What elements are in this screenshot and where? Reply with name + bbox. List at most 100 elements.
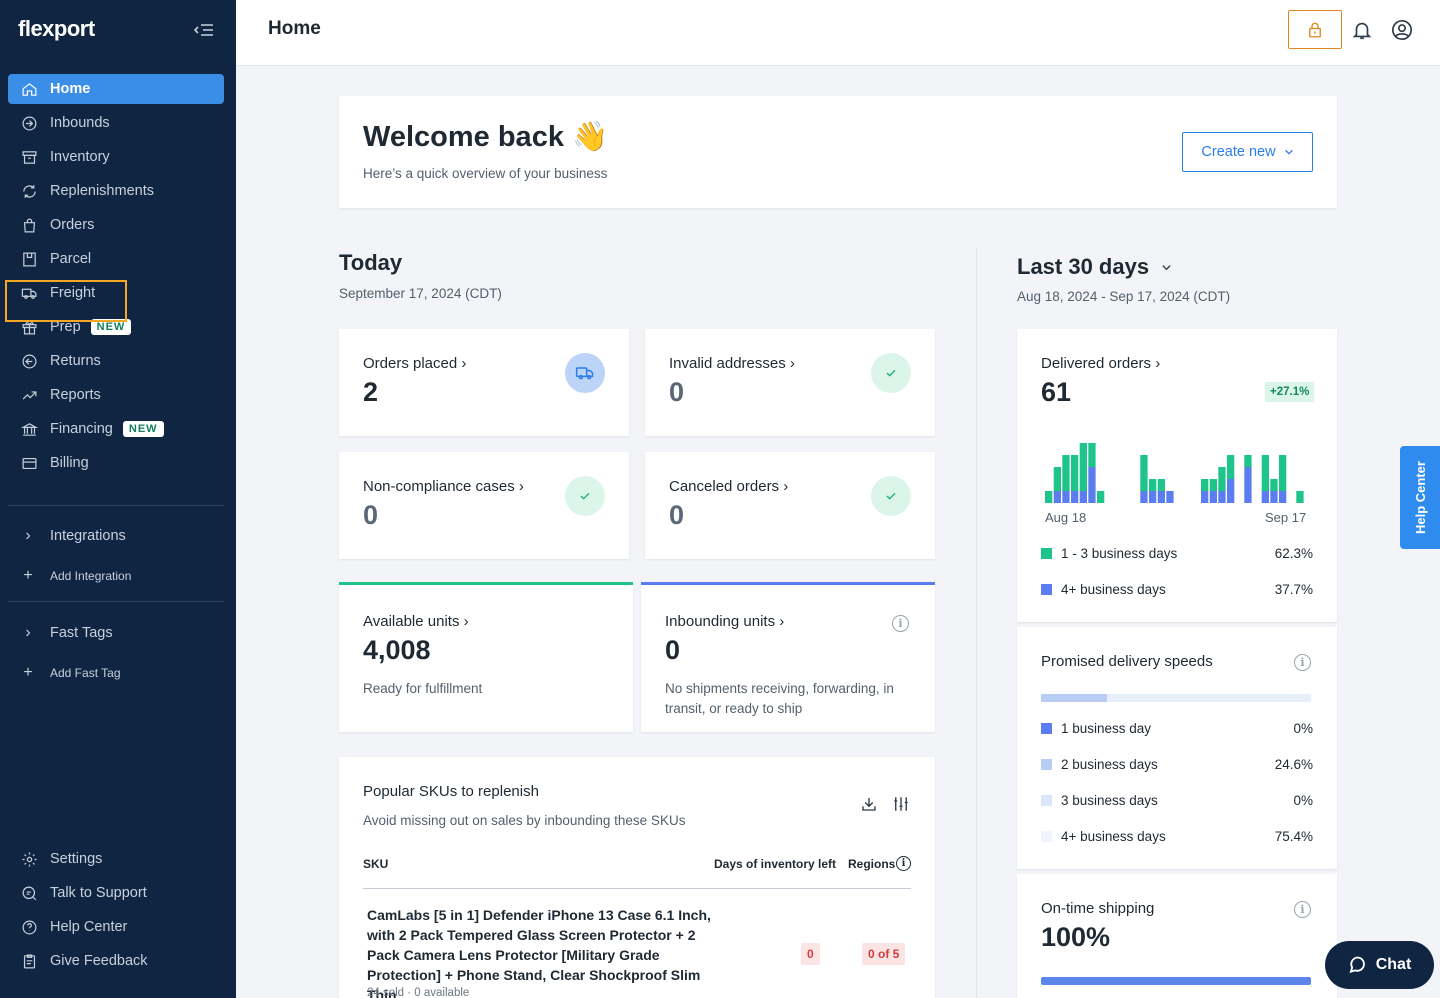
sidebar: flexport Home Inbounds Inventory Replenishm… bbox=[0, 0, 236, 998]
invalid-addresses-label[interactable]: Invalid addresses › bbox=[669, 355, 795, 372]
welcome-card: Welcome back 👋 Here’s a quick overview o… bbox=[339, 96, 1337, 208]
non-compliance-label[interactable]: Non-compliance cases › bbox=[363, 478, 524, 495]
promised-delivery-card: Promised delivery speeds i 1 business da… bbox=[1017, 627, 1337, 869]
check-icon bbox=[871, 353, 911, 393]
sidebar-item-label: Orders bbox=[50, 217, 95, 233]
available-units-card[interactable]: Available units › 4,008 Ready for fulfil… bbox=[339, 582, 633, 732]
chevron-down-icon bbox=[1284, 149, 1293, 155]
chart-bar bbox=[1209, 491, 1217, 503]
today-title: Today bbox=[339, 250, 403, 275]
chart-bar bbox=[1149, 491, 1157, 503]
brand-logo[interactable]: flexport bbox=[18, 16, 95, 41]
help-center-tab[interactable]: Help Center bbox=[1400, 446, 1440, 549]
canceled-orders-label[interactable]: Canceled orders › bbox=[669, 478, 789, 495]
sidebar-item-talk-to-support[interactable]: Talk to Support bbox=[8, 878, 224, 908]
integrations-toggle[interactable]: › Integrations bbox=[20, 527, 125, 545]
sidebar-item-prep[interactable]: Prep NEW bbox=[8, 312, 224, 342]
welcome-subtitle: Here’s a quick overview of your business bbox=[363, 166, 608, 181]
page-title: Home bbox=[268, 18, 321, 39]
legend-percent: 37.7% bbox=[1274, 581, 1313, 597]
available-units-label[interactable]: Available units › bbox=[363, 613, 469, 630]
check-icon bbox=[565, 476, 605, 516]
sidebar-item-financing[interactable]: Financing NEW bbox=[8, 414, 224, 444]
bank-icon bbox=[20, 420, 38, 438]
chat-button[interactable]: Chat bbox=[1325, 941, 1434, 989]
download-icon[interactable] bbox=[860, 795, 878, 813]
chart-bar bbox=[1227, 479, 1235, 503]
top-bar: Home bbox=[236, 0, 1440, 66]
truck-icon bbox=[20, 284, 38, 302]
chat-label: Chat bbox=[1375, 956, 1412, 973]
delivered-orders-label[interactable]: Delivered orders › bbox=[1041, 355, 1161, 372]
add-integration-label: Add Integration bbox=[50, 569, 132, 583]
info-icon[interactable]: i bbox=[1294, 654, 1311, 671]
orders-placed-label[interactable]: Orders placed › bbox=[363, 355, 467, 372]
add-integration-button[interactable]: + Add Integration bbox=[20, 567, 131, 585]
sidebar-item-label: Financing bbox=[50, 421, 113, 437]
sidebar-item-label: Reports bbox=[50, 387, 101, 403]
delivered-orders-card: Delivered orders › 61 +27.1% Aug 18 Sep … bbox=[1017, 329, 1337, 622]
lock-icon bbox=[1309, 22, 1321, 37]
sidebar-item-reports[interactable]: Reports bbox=[8, 380, 224, 410]
non-compliance-card[interactable]: Non-compliance cases › 0 bbox=[339, 452, 629, 559]
sidebar-item-billing[interactable]: Billing bbox=[8, 448, 224, 478]
x-axis-end-label: Sep 17 bbox=[1265, 510, 1307, 525]
support-icon bbox=[20, 884, 38, 902]
sidebar-item-parcel[interactable]: Parcel bbox=[8, 244, 224, 274]
sidebar-item-label: Parcel bbox=[50, 251, 92, 267]
chart-bar bbox=[1244, 455, 1252, 467]
chart-bar bbox=[1218, 491, 1226, 503]
chart-bar bbox=[1140, 455, 1148, 491]
chart-bar bbox=[1209, 479, 1217, 491]
bottom-nav: Settings Talk to Support Help Center Give F… bbox=[8, 844, 224, 980]
collapse-sidebar-icon[interactable] bbox=[192, 20, 216, 40]
create-new-button[interactable]: Create new bbox=[1182, 132, 1313, 172]
sidebar-item-orders[interactable]: Orders bbox=[8, 210, 224, 240]
add-fast-tag-button[interactable]: + Add Fast Tag bbox=[20, 664, 120, 682]
inbounding-units-label[interactable]: Inbounding units › bbox=[665, 613, 785, 630]
non-compliance-value: 0 bbox=[363, 500, 379, 530]
info-icon[interactable]: i bbox=[892, 615, 909, 632]
sidebar-item-inbounds[interactable]: Inbounds bbox=[8, 108, 224, 138]
chart-bar bbox=[1062, 491, 1070, 503]
last30-selector[interactable]: Last 30 days bbox=[1017, 254, 1172, 280]
chart-bar bbox=[1296, 491, 1304, 503]
sidebar-item-inventory[interactable]: Inventory bbox=[8, 142, 224, 172]
nav-divider bbox=[8, 505, 224, 506]
sidebar-item-label: Prep bbox=[50, 319, 81, 335]
sidebar-item-label: Freight bbox=[50, 285, 96, 301]
chart-bar bbox=[1071, 455, 1079, 491]
account-icon[interactable] bbox=[1391, 19, 1413, 41]
info-icon[interactable]: i bbox=[1294, 901, 1311, 918]
today-date: September 17, 2024 (CDT) bbox=[339, 286, 502, 301]
invalid-addresses-card[interactable]: Invalid addresses › 0 bbox=[645, 329, 935, 436]
inbounding-units-card[interactable]: Inbounding units › 0 No shipments receiv… bbox=[641, 582, 935, 732]
canceled-orders-card[interactable]: Canceled orders › 0 bbox=[645, 452, 935, 559]
gift-icon bbox=[20, 318, 38, 336]
sidebar-item-help-center[interactable]: Help Center bbox=[8, 912, 224, 942]
ontime-shipping-bar bbox=[1041, 977, 1311, 985]
chart-bar bbox=[1270, 491, 1278, 503]
sidebar-item-label: Inventory bbox=[50, 149, 110, 165]
sidebar-item-replenishments[interactable]: Replenishments bbox=[8, 176, 224, 206]
chart-bar bbox=[1218, 467, 1226, 491]
sidebar-item-home[interactable]: Home bbox=[8, 74, 224, 104]
sidebar-item-give-feedback[interactable]: Give Feedback bbox=[8, 946, 224, 976]
col-days-left: Days of inventory left bbox=[714, 857, 837, 871]
info-icon[interactable]: i bbox=[896, 856, 911, 871]
clipboard-icon bbox=[20, 952, 38, 970]
sidebar-item-label: Billing bbox=[50, 455, 89, 471]
chart-bar bbox=[1244, 467, 1252, 503]
column-divider bbox=[976, 248, 977, 998]
fast-tags-toggle[interactable]: › Fast Tags bbox=[20, 624, 112, 642]
sidebar-item-freight[interactable]: Freight bbox=[8, 278, 224, 308]
popular-skus-title: Popular SKUs to replenish bbox=[363, 783, 539, 800]
filter-sliders-icon[interactable] bbox=[892, 795, 910, 813]
chart-bar bbox=[1149, 479, 1157, 491]
orders-placed-card[interactable]: Orders placed › 2 bbox=[339, 329, 629, 436]
sidebar-item-settings[interactable]: Settings bbox=[8, 844, 224, 874]
bell-icon[interactable] bbox=[1351, 19, 1373, 41]
lock-button[interactable] bbox=[1288, 10, 1342, 49]
sku-name[interactable]: CamLabs [5 in 1] Defender iPhone 13 Case… bbox=[367, 907, 711, 998]
sidebar-item-returns[interactable]: Returns bbox=[8, 346, 224, 376]
